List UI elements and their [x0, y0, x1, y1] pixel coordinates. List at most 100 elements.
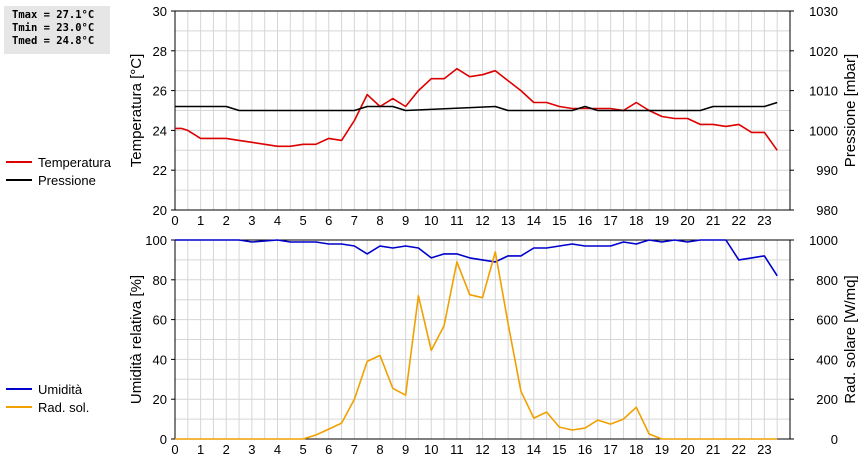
chart1-xtick-label: 23 — [757, 213, 771, 228]
chart1-series-pressione — [175, 101, 778, 112]
chart2-xtick-label: 19 — [655, 442, 669, 457]
chart1-y2tick-label: 1030 — [809, 4, 838, 19]
chart1-y2tick-label: 980 — [816, 203, 838, 218]
chart1-xtick-label: 10 — [424, 213, 438, 228]
chart1-xtick-label: 13 — [501, 213, 515, 228]
chart2-xtick-label: 5 — [300, 442, 307, 457]
chart2-xtick-label: 9 — [402, 442, 409, 457]
legend-label-umidita: Umidità — [38, 381, 83, 397]
chart2-ylabel: Umidità relativa [%] — [128, 275, 145, 404]
chart1-ytick-label: 22 — [153, 163, 167, 178]
chart1-ytick-label: 28 — [153, 44, 167, 59]
chart2-xtick-label: 14 — [527, 442, 541, 457]
chart2-xtick-label: 1 — [197, 442, 204, 457]
chart2-xtick-label: 22 — [732, 442, 746, 457]
chart1-xtick-label: 19 — [655, 213, 669, 228]
chart2-y2tick-label: 1000 — [809, 233, 838, 248]
chart1-ytick-label: 26 — [153, 84, 167, 99]
chart2-xtick-label: 13 — [501, 442, 515, 457]
chart2-xtick-label: 4 — [274, 442, 281, 457]
legend-label-temperatura: Temperatura — [38, 154, 111, 170]
chart2-y2tick-label: 600 — [816, 313, 838, 328]
chart2-xtick-label: 21 — [706, 442, 720, 457]
chart1-xtick-label: 17 — [603, 213, 617, 228]
chart1-series-temperatura — [175, 67, 778, 151]
chart1-xtick-label: 1 — [197, 213, 204, 228]
chart1-ytick-label: 24 — [153, 123, 167, 138]
legend-swatch-rad-sol — [6, 406, 32, 408]
chart1-xtick-label: 20 — [680, 213, 694, 228]
chart2-frame — [174, 239, 791, 440]
chart1-ytick-label: 30 — [153, 4, 167, 19]
chart1-y2tick-label: 990 — [816, 163, 838, 178]
chart1-xtick-label: 18 — [629, 213, 643, 228]
chart2-ytick-label: 0 — [160, 432, 167, 447]
chart2-series-rad-sol — [175, 251, 778, 440]
stat-tmed: Tmed = 24.8°C — [12, 35, 95, 47]
chart1-xtick-label: 11 — [450, 213, 464, 228]
chart2-xtick-label: 12 — [475, 442, 489, 457]
chart2-xtick-label: 18 — [629, 442, 643, 457]
legend-item-pressione: Pressione — [6, 171, 111, 189]
legend-item-umidita: Umidità — [6, 380, 89, 398]
chart1-xtick-label: 2 — [223, 213, 230, 228]
chart1-ytick-label: 20 — [153, 203, 167, 218]
chart2-xtick-label: 23 — [757, 442, 771, 457]
chart1-xtick-label: 8 — [376, 213, 383, 228]
legend-label-rad-sol: Rad. sol. — [38, 399, 90, 415]
chart2-ytick-label: 100 — [145, 233, 167, 248]
chart2-xtick-label: 10 — [424, 442, 438, 457]
chart1-y2tick-label: 1020 — [809, 44, 838, 59]
chart2-series-umidit — [175, 239, 778, 277]
chart2-ytick-label: 40 — [153, 352, 167, 367]
chart2-xtick-label: 0 — [171, 442, 178, 457]
chart2-xtick-label: 20 — [680, 442, 694, 457]
chart2-ytick-label: 20 — [153, 392, 167, 407]
chart2-y2tick-label: 200 — [816, 392, 838, 407]
legend-swatch-temperatura — [6, 161, 32, 163]
stat-tmax: Tmax = 27.1°C — [12, 9, 95, 21]
chart1-xtick-label: 14 — [527, 213, 541, 228]
chart1-xtick-label: 16 — [578, 213, 592, 228]
stats-box: Tmax = 27.1°C Tmin = 23.0°C Tmed = 24.8°… — [4, 6, 110, 54]
legend-label-pressione: Pressione — [38, 172, 96, 188]
chart1-y2tick-label: 1010 — [809, 84, 838, 99]
stat-tmin: Tmin = 23.0°C — [12, 22, 95, 34]
chart2-xtick-label: 3 — [248, 442, 255, 457]
chart2-xtick-label: 16 — [578, 442, 592, 457]
chart1-y2tick-label: 1000 — [809, 123, 838, 138]
chart2-xtick-label: 2 — [223, 442, 230, 457]
chart1-ylabel: Temperatura [°C] — [128, 54, 145, 168]
chart1-xtick-label: 3 — [248, 213, 255, 228]
chart2-y2label: Rad. solare [W/mq] — [842, 275, 859, 403]
chart1-xtick-label: 6 — [325, 213, 332, 228]
chart2-ytick-label: 60 — [153, 313, 167, 328]
chart1-xtick-label: 15 — [552, 213, 566, 228]
chart1-xtick-label: 4 — [274, 213, 281, 228]
chart1-frame — [174, 10, 791, 211]
chart1-xtick-label: 7 — [351, 213, 358, 228]
legend-item-rad-sol: Rad. sol. — [6, 398, 89, 416]
chart2-y2tick-label: 400 — [816, 352, 838, 367]
chart1-xtick-label: 22 — [732, 213, 746, 228]
chart2-xtick-label: 11 — [450, 442, 464, 457]
legend-item-temperatura: Temperatura — [6, 153, 111, 171]
chart2-xtick-label: 17 — [603, 442, 617, 457]
chart2-y2tick-label: 800 — [816, 273, 838, 288]
chart1-xtick-label: 5 — [300, 213, 307, 228]
chart2-xtick-label: 6 — [325, 442, 332, 457]
chart2-ytick-label: 80 — [153, 273, 167, 288]
legend-swatch-umidita — [6, 388, 32, 390]
chart1-xtick-label: 9 — [402, 213, 409, 228]
legend-top: Temperatura Pressione — [6, 153, 111, 189]
chart2-xtick-label: 15 — [552, 442, 566, 457]
legend-swatch-pressione — [6, 179, 32, 181]
chart1-xtick-label: 12 — [475, 213, 489, 228]
chart1-y2label: Pressione [mbar] — [842, 54, 859, 167]
chart1-xtick-label: 21 — [706, 213, 720, 228]
chart2-xtick-label: 8 — [376, 442, 383, 457]
chart2-y2tick-label: 0 — [831, 432, 838, 447]
chart1-xtick-label: 0 — [171, 213, 178, 228]
legend-bottom: Umidità Rad. sol. — [6, 380, 89, 416]
